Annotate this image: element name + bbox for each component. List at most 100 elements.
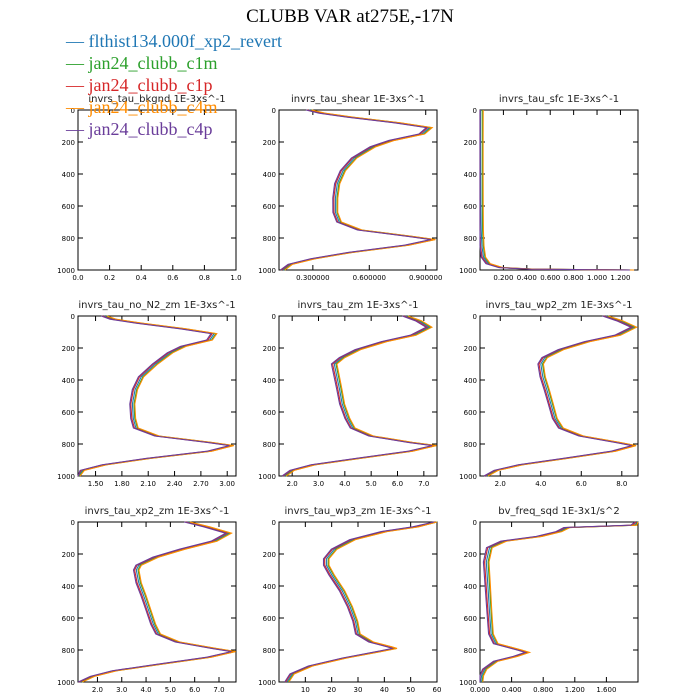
series-line-4 bbox=[482, 521, 639, 683]
y-tick-label: 200 bbox=[263, 551, 276, 559]
x-tick-label: 1.80 bbox=[114, 480, 130, 488]
y-tick-label: 1000 bbox=[459, 679, 477, 687]
y-tick-label: 400 bbox=[263, 583, 276, 591]
legend-swatch: — bbox=[66, 53, 89, 73]
x-tick-label: 0.800 bbox=[564, 274, 584, 282]
plot-frame bbox=[278, 521, 438, 683]
y-tick-label: 0 bbox=[272, 107, 276, 115]
x-tick-label: 7.0 bbox=[418, 480, 429, 488]
panel-title: invrs_tau_shear 1E-3xs^-1 bbox=[291, 94, 425, 105]
y-tick-label: 1000 bbox=[258, 679, 276, 687]
legend-item-3: — jan24_clubb_c1p bbox=[66, 74, 282, 96]
x-tick-label: 0.900000 bbox=[409, 274, 442, 282]
series-line-4 bbox=[284, 109, 436, 271]
series-line-1 bbox=[286, 521, 438, 683]
x-tick-label: 6.0 bbox=[576, 480, 587, 488]
x-tick-label: 0.000 bbox=[470, 686, 490, 694]
y-tick-label: 1000 bbox=[459, 267, 477, 275]
x-tick-label: 0.2 bbox=[104, 274, 115, 282]
series-line-2 bbox=[283, 109, 435, 271]
y-tick-label: 200 bbox=[464, 551, 477, 559]
panel-7: invrs_tau_xp2_zm 1E-3xs^-1 0 200 400 600 800 1… bbox=[57, 506, 237, 694]
y-tick-label: 800 bbox=[464, 235, 477, 243]
panel-6: invrs_tau_wp2_zm 1E-3xs^-1 0 200 400 600 800 1… bbox=[459, 300, 639, 488]
x-tick-label: 3.0 bbox=[313, 480, 324, 488]
legend-label: jan24_clubb_c4m bbox=[88, 97, 218, 117]
y-tick-label: 0 bbox=[272, 313, 276, 321]
panel-title: invrs_tau_sfc 1E-3xs^-1 bbox=[499, 94, 619, 105]
series-line-5 bbox=[280, 109, 431, 271]
x-tick-label: 5.0 bbox=[165, 686, 176, 694]
panel-9: bv_freq_sqd 1E-3x1/s^2020040060080010000… bbox=[459, 506, 639, 694]
y-tick-label: 1000 bbox=[57, 473, 75, 481]
y-tick-label: 200 bbox=[263, 345, 276, 353]
legend-label: jan24_clubb_c1p bbox=[88, 75, 213, 95]
y-tick-label: 200 bbox=[62, 345, 75, 353]
y-tick-label: 400 bbox=[464, 377, 477, 385]
series-line-2 bbox=[78, 315, 234, 477]
y-tick-label: 200 bbox=[62, 139, 75, 147]
plot-frame bbox=[479, 315, 639, 477]
series-line-1 bbox=[283, 315, 435, 477]
panel-title: invrs_tau_wp2_zm 1E-3xs^-1 bbox=[486, 300, 633, 311]
legend-swatch: — bbox=[66, 119, 89, 139]
y-tick-label: 600 bbox=[263, 409, 276, 417]
series-line-3 bbox=[281, 109, 432, 271]
x-tick-label: 4.0 bbox=[535, 480, 546, 488]
y-tick-label: 1000 bbox=[258, 267, 276, 275]
series-line-5 bbox=[479, 521, 636, 682]
y-tick-label: 600 bbox=[263, 615, 276, 623]
x-tick-label: 0.6 bbox=[167, 274, 179, 282]
series-line-2 bbox=[287, 521, 438, 683]
y-tick-label: 800 bbox=[263, 441, 276, 449]
x-tick-label: 0.300000 bbox=[296, 274, 329, 282]
series-line-4 bbox=[288, 521, 438, 683]
y-tick-label: 400 bbox=[62, 377, 75, 385]
x-tick-label: 3.00 bbox=[219, 480, 235, 488]
y-tick-label: 0 bbox=[71, 107, 75, 115]
x-tick-label: 40 bbox=[380, 686, 389, 694]
series-line-4 bbox=[285, 315, 437, 477]
x-tick-label: 0.400 bbox=[502, 686, 522, 694]
y-tick-label: 1000 bbox=[57, 267, 75, 275]
panel-title: bv_freq_sqd 1E-3x1/s^2 bbox=[498, 506, 620, 517]
panel-4: invrs_tau_no_N2_zm 1E-3xs^-10 200 400 600 80… bbox=[57, 300, 237, 488]
x-tick-label: 2.0 bbox=[92, 686, 103, 694]
x-tick-label: 2.10 bbox=[140, 480, 156, 488]
y-tick-label: 400 bbox=[263, 377, 276, 385]
y-tick-label: 800 bbox=[62, 235, 75, 243]
legend-swatch: — bbox=[66, 97, 89, 117]
y-tick-label: 600 bbox=[464, 409, 477, 417]
x-tick-label: 2.40 bbox=[167, 480, 183, 488]
series-line-4 bbox=[482, 109, 635, 271]
chart-title: CLUBB VAR at275E,-17N bbox=[246, 6, 454, 27]
y-tick-label: 800 bbox=[263, 235, 276, 243]
y-tick-label: 600 bbox=[62, 409, 75, 417]
legend-item-4: — jan24_clubb_c4m bbox=[66, 96, 282, 118]
x-tick-label: 2.0 bbox=[495, 480, 506, 488]
series-line-5 bbox=[479, 110, 630, 271]
series-line-4 bbox=[79, 315, 234, 477]
y-tick-label: 800 bbox=[464, 647, 477, 655]
x-tick-label: 0.0 bbox=[72, 274, 83, 282]
x-tick-label: 6.0 bbox=[392, 480, 403, 488]
x-tick-label: 0.600 bbox=[540, 274, 560, 282]
x-tick-label: 20 bbox=[327, 686, 336, 694]
y-tick-label: 0 bbox=[473, 519, 477, 527]
series-line-5 bbox=[483, 315, 633, 477]
legend-item-1: — flthist134.000f_xp2_revert bbox=[66, 30, 282, 52]
series-line-5 bbox=[281, 315, 433, 477]
series-line-4 bbox=[487, 315, 638, 477]
legend-swatch: — bbox=[66, 75, 89, 95]
y-tick-label: 400 bbox=[263, 171, 276, 179]
y-tick-label: 400 bbox=[62, 171, 75, 179]
x-tick-label: 3.0 bbox=[116, 686, 127, 694]
x-tick-label: 1.000 bbox=[587, 274, 607, 282]
series-line-3 bbox=[285, 521, 436, 683]
series-line-5 bbox=[284, 521, 434, 683]
x-tick-label: 60 bbox=[433, 686, 442, 694]
legend-item-2: — jan24_clubb_c1m bbox=[66, 52, 282, 74]
panel-3: invrs_tau_sfc 1E-3xs^-1 0 200 400 600 800 1000… bbox=[459, 94, 639, 282]
x-tick-label: 1.50 bbox=[88, 480, 104, 488]
plot-frame bbox=[479, 521, 639, 683]
